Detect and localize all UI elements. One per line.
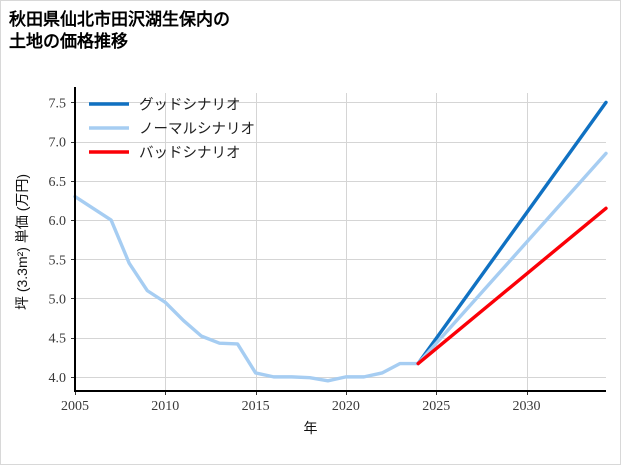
- series-layer: [73, 100, 608, 383]
- x-axis-tick-label: 2015: [242, 399, 270, 414]
- x-axis-tick-label: 2010: [151, 399, 179, 414]
- x-axis-tick-label: 2020: [332, 399, 360, 414]
- x-axis-tick-label: 2030: [513, 399, 541, 414]
- y-tick-labels: 4.0 4.5 5.0 5.5 6.0 6.5 7.0 7.5: [49, 96, 75, 386]
- x-axis-tick-label: 2025: [422, 399, 450, 414]
- y-axis-tick-label: 7.0: [49, 136, 67, 151]
- y-axis-tick-label: 6.0: [49, 214, 67, 229]
- y-axis-tick-label: 5.0: [49, 292, 67, 307]
- page-title: 秋田県仙北市田沢湖生保内の 土地の価格推移: [9, 10, 230, 52]
- series-line-バッドシナリオ: [416, 206, 608, 366]
- series-line-ノーマルシナリオ: [416, 151, 608, 366]
- series-line-実績: [73, 194, 420, 383]
- x-axis-tick-label: 2005: [61, 399, 89, 414]
- legend-label-bad: バッドシナリオ: [139, 146, 241, 162]
- axis-spines: [73, 87, 606, 393]
- y-axis-tick-label: 4.0: [49, 371, 67, 386]
- series-line-グッドシナリオ: [416, 100, 608, 366]
- x-axis-title: 年: [304, 420, 318, 436]
- y-axis-tick-label: 4.5: [49, 332, 67, 347]
- legend-label-good: グッドシナリオ: [139, 97, 241, 114]
- legend-label-normal: ノーマルシナリオ: [139, 122, 255, 138]
- axis-titles: 年 坪 (3.3m²) 単価 (万円): [14, 174, 318, 436]
- y-axis-tick-label: 6.5: [49, 175, 67, 190]
- y-axis-tick-label: 5.5: [49, 253, 67, 268]
- y-axis-title: 坪 (3.3m²) 単価 (万円): [14, 174, 30, 310]
- x-tick-labels: 2005 2010 2015 2020 2025 2030: [61, 391, 541, 414]
- gridlines-layer: [75, 93, 606, 391]
- y-axis-tick-label: 7.5: [49, 96, 67, 111]
